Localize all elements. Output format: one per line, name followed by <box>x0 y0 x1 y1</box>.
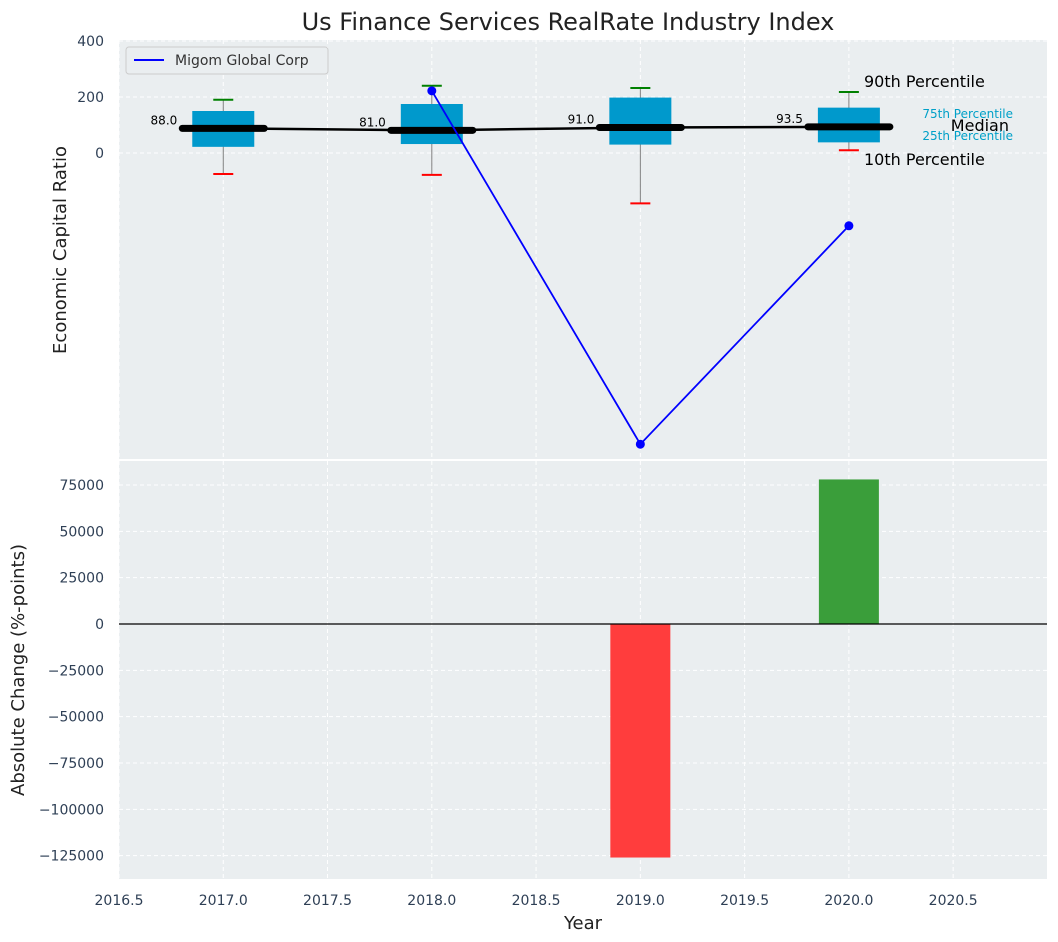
top-plot-area <box>119 40 1047 459</box>
legend: Migom Global Corp <box>125 46 329 75</box>
company-point <box>635 439 645 449</box>
top-y-tick-label: 400 <box>77 34 104 50</box>
bottom-y-tick-label: −75000 <box>48 756 104 772</box>
top-gridlines <box>118 40 1047 459</box>
x-tick-label: 2017.5 <box>303 893 352 909</box>
bottom-y-tick-label: 50000 <box>59 524 104 540</box>
x-tick-label: 2018.5 <box>512 893 561 909</box>
x-tick-label: 2019.0 <box>616 893 665 909</box>
percentile-key: 90th Percentile 75th PercentileMedian25th… <box>864 72 1013 169</box>
x-tick-label: 2018.0 <box>407 893 456 909</box>
x-axis-label: Year <box>563 913 603 934</box>
change-bar <box>818 479 879 624</box>
bottom-y-ticks: 75000 50000 25000 0 −25000 −50000 −75000 −10000… <box>39 478 104 865</box>
company-point <box>844 221 854 231</box>
bottom-y-tick-label: 25000 <box>59 571 104 587</box>
company-point <box>427 86 437 96</box>
company-series <box>427 86 854 449</box>
top-y-ticks: 400 200 0 <box>77 34 104 162</box>
key-p10-label: 10th Percentile <box>864 150 985 169</box>
key-p90-label: 90th Percentile <box>864 72 985 91</box>
top-y-tick-label: 200 <box>77 90 104 106</box>
x-tick-label: 2020.0 <box>824 893 873 909</box>
median-trend <box>223 125 849 132</box>
x-tick-label: 2019.5 <box>720 893 769 909</box>
median-trend-line <box>223 125 849 132</box>
bottom-y-tick-label: −125000 <box>39 849 104 865</box>
x-tick-label: 2020.5 <box>929 893 978 909</box>
legend-label: Migom Global Corp <box>175 53 309 69</box>
top-y-axis-label: Economic Capital Ratio <box>50 146 71 354</box>
key-p25-label: 25th Percentile <box>922 129 1013 143</box>
bottom-y-axis-label: Absolute Change (%-points) <box>8 544 29 796</box>
bottom-y-tick-label: −50000 <box>48 710 104 726</box>
box-iqr <box>400 104 463 145</box>
median-value-label: 88.0 <box>151 113 178 127</box>
bottom-y-tick-label: −25000 <box>48 663 104 679</box>
median-value-label: 81.0 <box>359 115 386 129</box>
x-tick-label: 2016.5 <box>95 893 144 909</box>
box-plots: 88.0 81.0 91.0 93.5 <box>151 84 894 205</box>
key-p75-label: 75th Percentile <box>922 107 1013 121</box>
median-value-label: 91.0 <box>568 113 595 127</box>
bottom-y-tick-label: 0 <box>95 617 104 633</box>
x-tick-label: 2017.0 <box>199 893 248 909</box>
chart-title: Us Finance Services RealRate Industry In… <box>302 8 835 36</box>
box-iqr <box>609 97 672 145</box>
legend-frame <box>125 46 329 75</box>
bottom-gridlines <box>118 461 1047 879</box>
bottom-y-tick-label: −100000 <box>39 802 104 818</box>
change-bar <box>610 624 671 858</box>
median-value-label: 93.5 <box>776 112 803 126</box>
top-y-tick-label: 0 <box>95 146 104 162</box>
key-median-label: Median <box>951 116 1009 135</box>
bottom-y-tick-label: 75000 <box>59 478 104 494</box>
x-ticks: 2016.5 2017.0 2017.5 2018.0 2018.5 2019.0 2019… <box>95 893 978 909</box>
change-bars <box>119 479 1047 858</box>
